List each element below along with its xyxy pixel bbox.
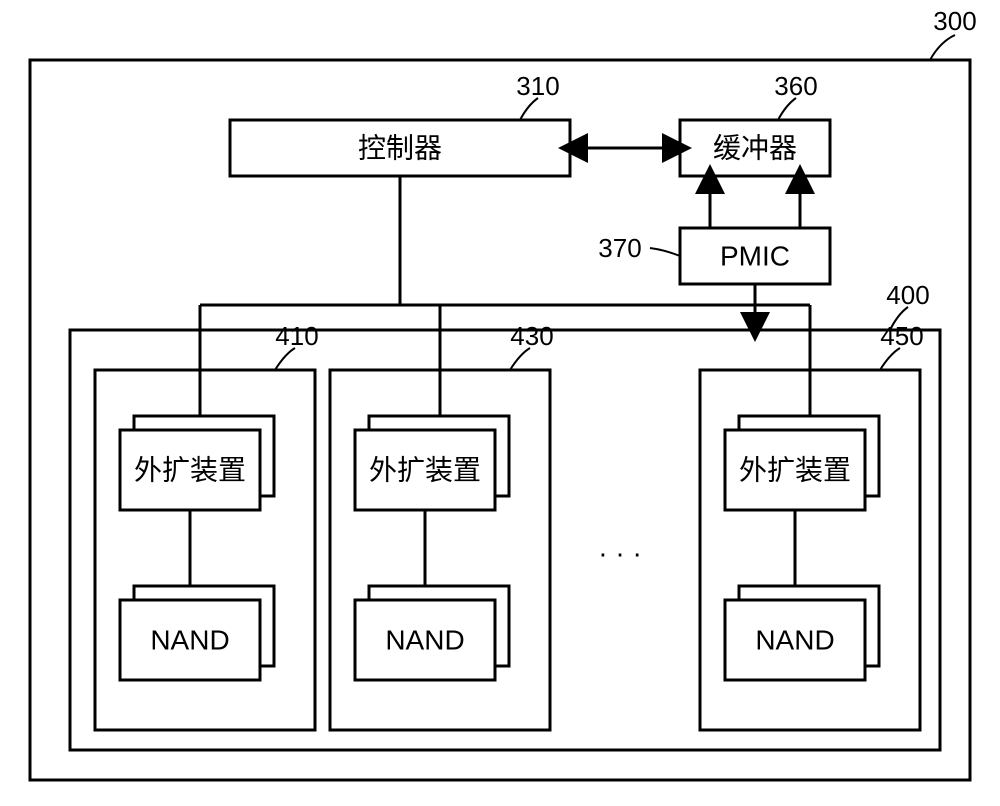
expansion-block-label: 外扩装置 xyxy=(369,454,481,485)
nand-block-label: NAND xyxy=(385,624,464,655)
leader-360 xyxy=(778,98,796,120)
leader-310 xyxy=(520,98,538,120)
ref-370: 370 xyxy=(598,233,641,263)
channel-ref: 430 xyxy=(510,321,553,351)
channel-ref: 410 xyxy=(275,321,318,351)
channel-leader xyxy=(510,348,530,370)
ref-300: 300 xyxy=(933,6,976,36)
pmic-label: PMIC xyxy=(720,240,790,271)
nand-block-label: NAND xyxy=(755,624,834,655)
controller-label: 控制器 xyxy=(358,132,442,163)
expansion-block-label: 外扩装置 xyxy=(739,454,851,485)
block-diagram: 300 控制器 310 缓冲器 360 PMIC 370 400 410 430 4… xyxy=(0,0,1000,806)
leader-300 xyxy=(930,35,955,60)
buffer-label: 缓冲器 xyxy=(713,132,797,163)
channel-leader xyxy=(275,348,295,370)
channel-ref: 450 xyxy=(880,321,923,351)
ref-360: 360 xyxy=(774,71,817,101)
nand-block-label: NAND xyxy=(150,624,229,655)
leader-370 xyxy=(650,248,680,256)
ref-310: 310 xyxy=(516,71,559,101)
ref-400: 400 xyxy=(886,280,929,310)
expansion-block-label: 外扩装置 xyxy=(134,454,246,485)
ellipsis: · · · xyxy=(598,537,642,568)
channel-leader xyxy=(880,348,900,370)
